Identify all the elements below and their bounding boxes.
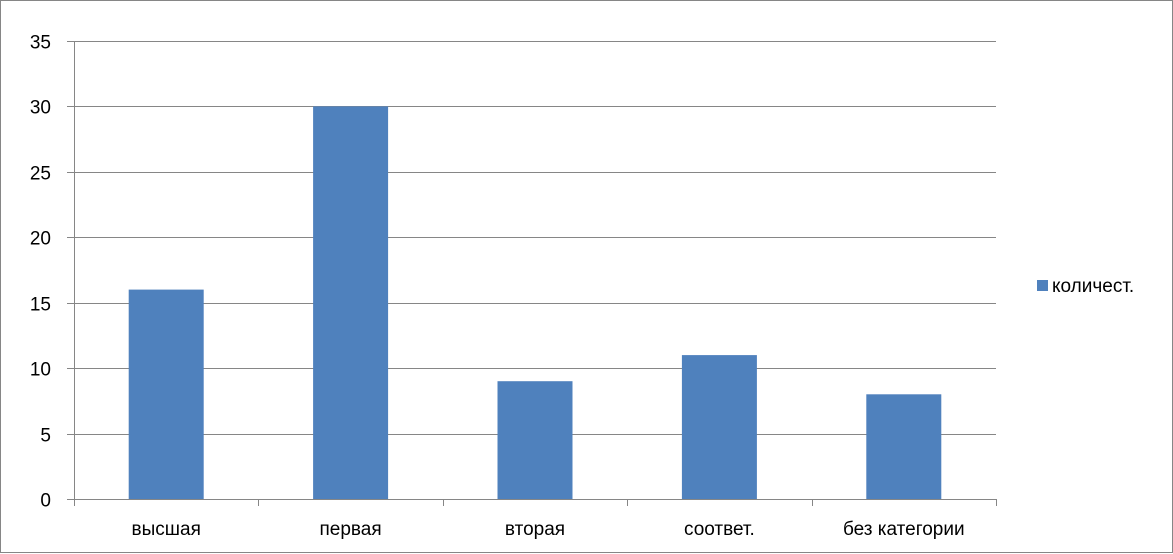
x-tick-label: первая [320, 519, 382, 540]
legend-swatch [1037, 280, 1048, 291]
x-axis-tick-labels: высшая первая вторая соответ. без категории [132, 519, 965, 540]
bar [497, 381, 573, 499]
y-tick-label: 10 [30, 360, 51, 381]
bar [866, 394, 942, 499]
y-tick-label: 20 [30, 229, 51, 250]
y-tick-label: 5 [40, 426, 51, 447]
gridlines [74, 41, 996, 435]
axes [67, 41, 997, 506]
x-tick-label: без категории [843, 519, 965, 540]
y-tick-label: 35 [30, 33, 51, 54]
legend: количест. [1037, 276, 1134, 297]
y-axis-tick-labels: 0 5 10 15 20 25 30 35 [30, 33, 51, 512]
bar [128, 289, 204, 499]
y-tick-label: 25 [30, 164, 51, 185]
bars [128, 106, 942, 500]
bar [313, 106, 389, 500]
x-tick-label: соответ. [684, 519, 755, 540]
y-tick-label: 15 [30, 295, 51, 316]
bar [681, 355, 757, 499]
legend-label: количест. [1052, 276, 1134, 297]
y-tick-label: 0 [40, 491, 51, 512]
x-tick-label: высшая [132, 519, 201, 540]
y-tick-label: 30 [30, 98, 51, 119]
x-tick-label: вторая [505, 519, 565, 540]
